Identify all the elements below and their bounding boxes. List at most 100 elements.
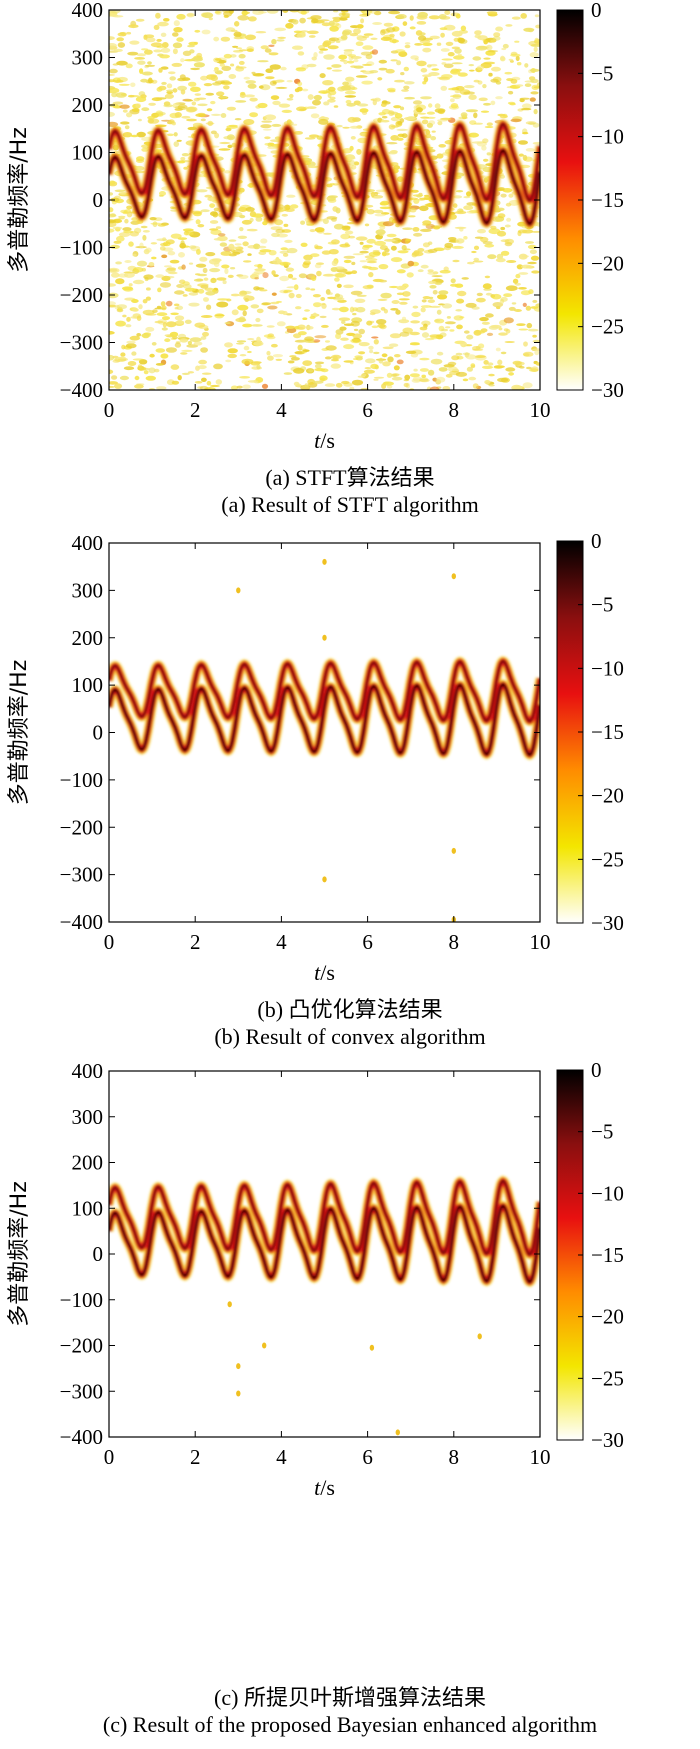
noise-speck (170, 364, 180, 370)
noise-speck (482, 283, 492, 290)
noise-speck (405, 238, 412, 242)
noise-speck (299, 17, 306, 24)
x-axis-label: t/s (314, 1475, 335, 1500)
noise-speck (329, 25, 339, 32)
caption-a-en: (a) Result of STFT algorithm (221, 492, 479, 517)
y-tick-label: 200 (72, 93, 104, 117)
noise-speck (163, 18, 170, 22)
noise-speck (438, 367, 448, 372)
noise-speck (350, 136, 356, 140)
y-tick-label: −400 (60, 1425, 103, 1449)
noise-speck (343, 344, 355, 350)
noise-speck (505, 367, 516, 372)
caption-c-zh: (c) 所提贝叶斯增强算法结果 (214, 1685, 486, 1710)
noise-speck (442, 386, 451, 390)
noise-speck (255, 31, 267, 34)
noise-speck (267, 305, 278, 310)
noise-speck (486, 332, 494, 336)
noise-speck (444, 321, 456, 325)
noise-speck (519, 366, 525, 369)
noise-speck (300, 220, 306, 225)
noise-speck (109, 111, 115, 117)
colorbar-tick-label: −15 (591, 720, 624, 744)
noise-speck (114, 189, 126, 193)
noise-speck (294, 325, 300, 330)
noise-speck (204, 194, 213, 198)
noise-speck (384, 239, 396, 242)
noise-speck (256, 364, 261, 370)
noise-speck (418, 192, 423, 197)
noise-speck (518, 328, 529, 331)
noise-speck (341, 320, 346, 324)
noise-speck (344, 95, 357, 98)
noise-speck (161, 81, 167, 85)
noise-speck (508, 372, 514, 376)
noise-speck (153, 49, 163, 53)
x-tick-label: 10 (530, 930, 551, 954)
noise-speck (314, 227, 325, 233)
noise-speck (166, 267, 177, 271)
noise-speck (160, 47, 171, 53)
noise-speck (184, 319, 192, 324)
noise-speck (126, 205, 132, 210)
noise-speck (443, 63, 454, 69)
noise-speck (299, 108, 307, 111)
noise-speck (291, 277, 297, 280)
noise-speck (500, 351, 507, 355)
noise-speck (169, 76, 176, 81)
noise-speck (500, 56, 506, 62)
noise-speck (109, 381, 118, 385)
noise-speck (112, 101, 124, 105)
noise-speck (393, 165, 401, 170)
noise-speck (441, 62, 447, 65)
noise-speck (432, 226, 441, 230)
noise-speck (487, 50, 499, 53)
noise-speck (511, 16, 521, 20)
noise-speck (353, 161, 360, 166)
noise-speck (440, 85, 448, 91)
y-tick-label: 0 (93, 188, 104, 212)
noise-speck (206, 108, 213, 112)
noise-speck (220, 251, 232, 256)
noise-speck (359, 241, 364, 245)
noise-speck (255, 317, 261, 323)
noise-speck (492, 36, 501, 41)
noise-speck (113, 240, 122, 244)
noise-speck (219, 63, 226, 67)
noise-speck (116, 60, 128, 66)
noise-speck (356, 294, 367, 297)
noise-speck (400, 72, 405, 76)
noise-speck (206, 74, 216, 80)
noise-speck (428, 280, 437, 285)
noise-speck (382, 361, 391, 367)
noise-speck (121, 286, 134, 291)
noise-speck (266, 350, 271, 356)
noise-speck (173, 303, 180, 307)
noise-speck (200, 118, 206, 122)
noise-speck (342, 126, 350, 129)
noise-speck (189, 337, 202, 343)
noise-speck (287, 273, 294, 279)
noise-speck (521, 264, 532, 269)
noise-speck (532, 122, 540, 128)
y-axis-label: 多普勒频率/Hz (7, 1181, 32, 1327)
noise-speck (247, 380, 259, 383)
noise-speck (134, 375, 140, 381)
noise-speck (246, 228, 258, 232)
noise-speck (399, 118, 405, 123)
noise-speck (343, 255, 356, 259)
noise-speck (121, 31, 127, 37)
noise-speck (141, 267, 146, 272)
colorbar-tick-label: −20 (591, 784, 624, 808)
noise-speck (468, 69, 475, 72)
noise-speck (369, 349, 374, 354)
noise-speck (181, 349, 193, 352)
noise-speck (355, 306, 366, 313)
noise-speck (134, 57, 146, 60)
noise-speck (320, 297, 326, 301)
noise-speck (168, 271, 178, 275)
noise-speck (329, 96, 336, 100)
noise-speck (437, 119, 448, 122)
noise-speck (394, 49, 406, 54)
noise-speck (168, 119, 175, 124)
